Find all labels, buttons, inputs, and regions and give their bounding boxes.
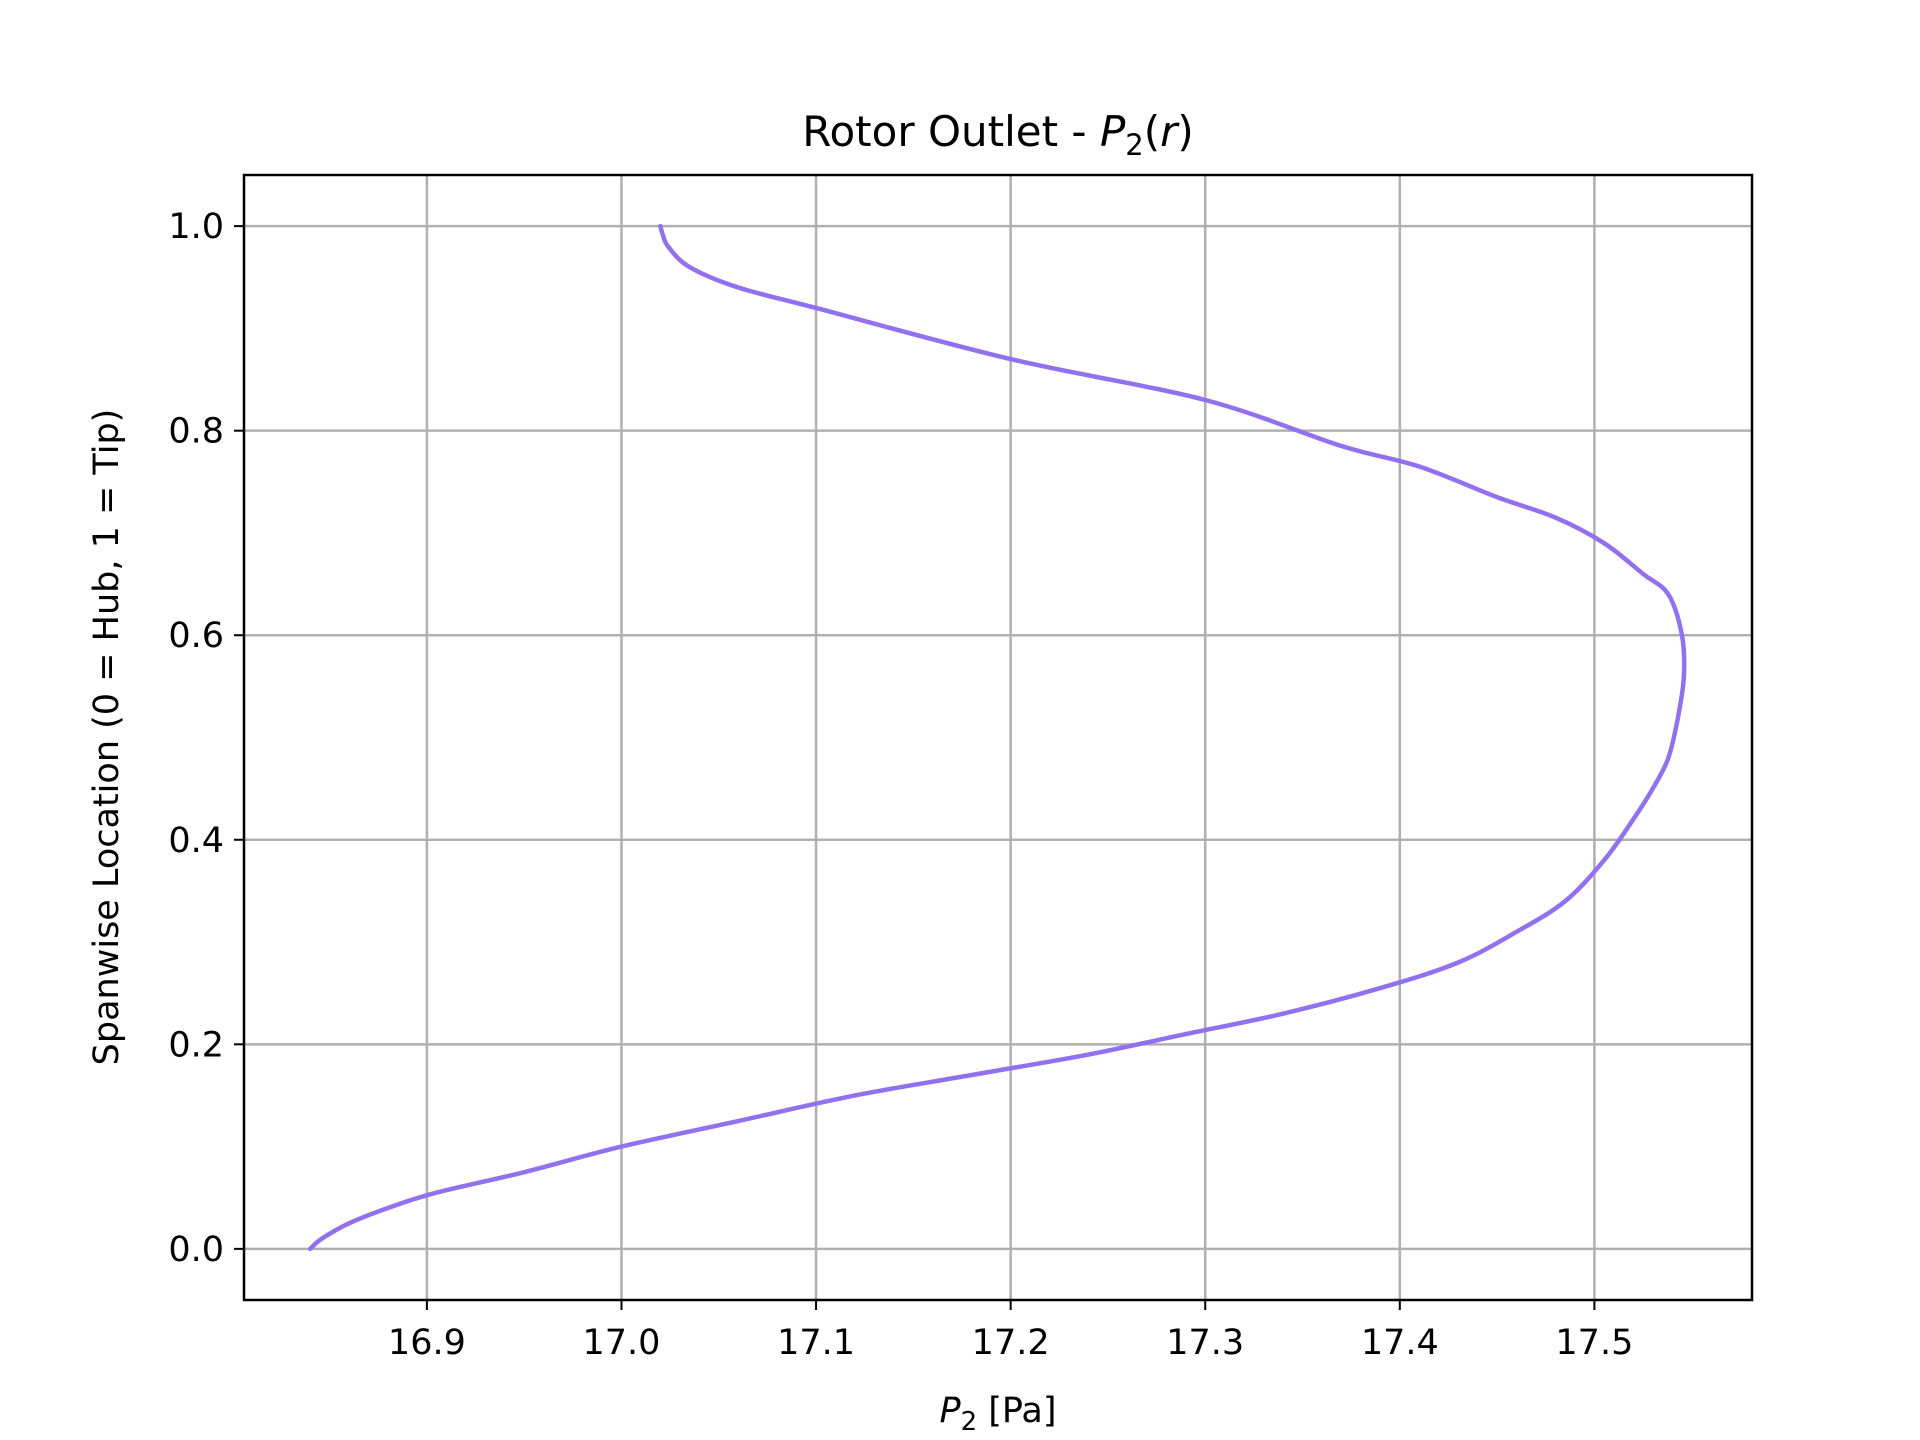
ticks: 16.9 17.0 17.1 17.2 17.3 17.4 17.5 0.0 0.2 0.4 0.6… xyxy=(168,207,1633,1363)
x-tick-label-6: 17.5 xyxy=(1555,1323,1633,1363)
y-tick-label-5: 1.0 xyxy=(168,207,224,247)
x-tick-label-1: 17.0 xyxy=(583,1323,661,1363)
y-tick-label-1: 0.2 xyxy=(168,1025,224,1065)
y-tick-label-3: 0.6 xyxy=(168,616,224,656)
x-tick-label-0: 16.9 xyxy=(388,1323,466,1363)
grid xyxy=(244,175,1752,1300)
y-tick-label-0: 0.0 xyxy=(168,1230,224,1270)
y-axis-label: Spanwise Location (0 = Hub, 1 = Tip) xyxy=(87,409,127,1066)
x-tick-label-4: 17.3 xyxy=(1166,1323,1244,1363)
series-layer xyxy=(307,223,1687,1252)
chart-title: Rotor Outlet - P2(r) xyxy=(802,107,1194,162)
x-axis-label: P2 [Pa] xyxy=(939,1391,1056,1437)
x-tick-label-2: 17.1 xyxy=(777,1323,855,1363)
y-tick-label-4: 0.8 xyxy=(168,412,224,452)
plot-frame xyxy=(242,173,1754,1302)
x-tick-label-3: 17.2 xyxy=(972,1323,1050,1363)
plot-area xyxy=(244,175,1752,1300)
y-tick-label-2: 0.4 xyxy=(168,821,224,861)
x-tick-label-5: 17.4 xyxy=(1361,1323,1439,1363)
series-line-0 xyxy=(307,223,1687,1252)
